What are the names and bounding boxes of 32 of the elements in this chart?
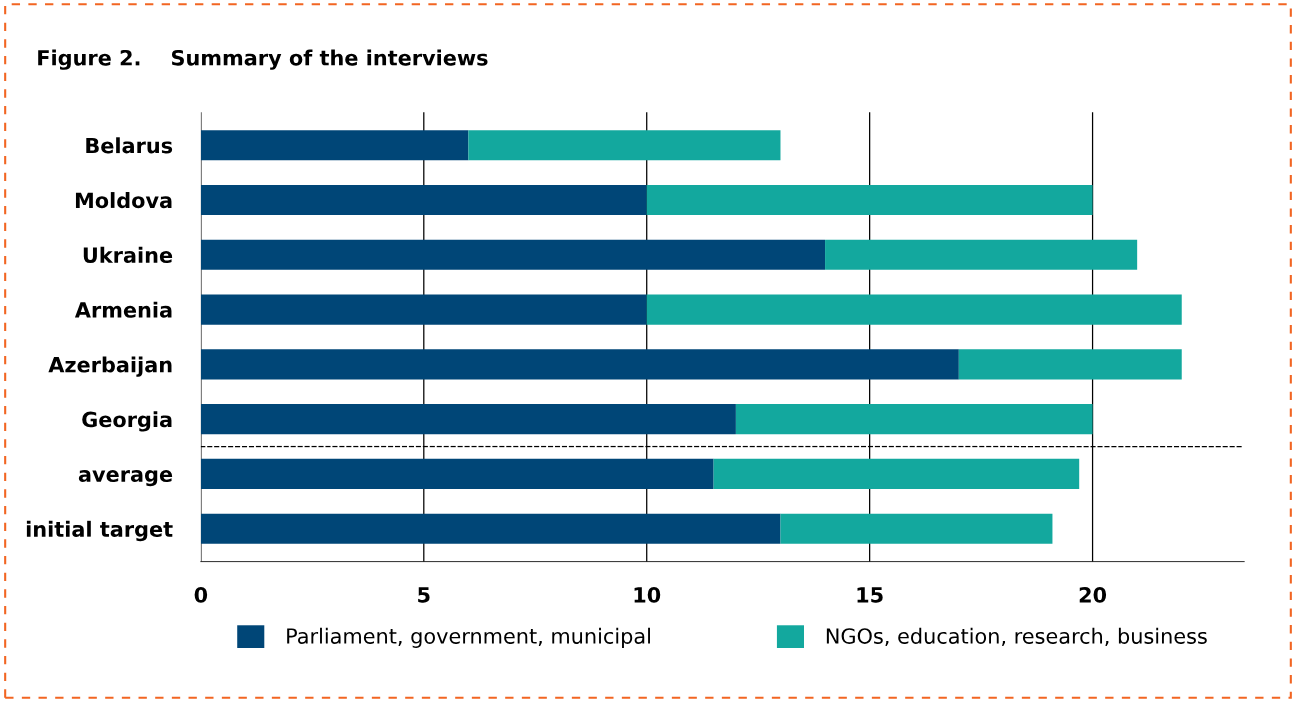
bar	[200, 349, 959, 380]
bar	[200, 239, 826, 270]
bar	[646, 294, 1182, 325]
y-tick-label: initial target	[26, 520, 173, 542]
bar	[200, 184, 647, 216]
x-tick-label: 5	[418, 587, 430, 603]
legend-label: NGOs, education, research, business	[826, 627, 1207, 647]
y-tick-label: average	[78, 470, 173, 487]
bar	[713, 458, 1080, 489]
bar	[200, 294, 647, 325]
y-tick-label: Ukraine	[83, 246, 173, 263]
y-tick-label: Armenia	[74, 301, 172, 318]
bar	[468, 130, 781, 161]
bar	[735, 404, 1093, 435]
bar	[200, 404, 736, 435]
legend-label: Parliament, government, municipal	[287, 627, 650, 648]
x-tick-label: 10	[634, 586, 661, 603]
x-tick-label: 15	[857, 587, 883, 603]
bar	[200, 513, 781, 544]
y-tick-label: Moldova	[75, 192, 172, 209]
x-tick-label: 0	[194, 586, 208, 603]
bar	[646, 184, 1093, 216]
x-tick-label: 20	[1079, 586, 1107, 603]
bar	[958, 349, 1182, 380]
y-tick-label: Belarus	[86, 137, 173, 154]
y-tick-label: Azerbaijan	[48, 356, 172, 377]
bar	[200, 130, 469, 161]
chart-title: Figure 2. Summary of the interviews	[38, 49, 488, 70]
bar	[825, 239, 1138, 270]
bar	[200, 458, 714, 489]
y-tick-label: Georgia	[82, 411, 172, 432]
bar	[780, 513, 1053, 544]
